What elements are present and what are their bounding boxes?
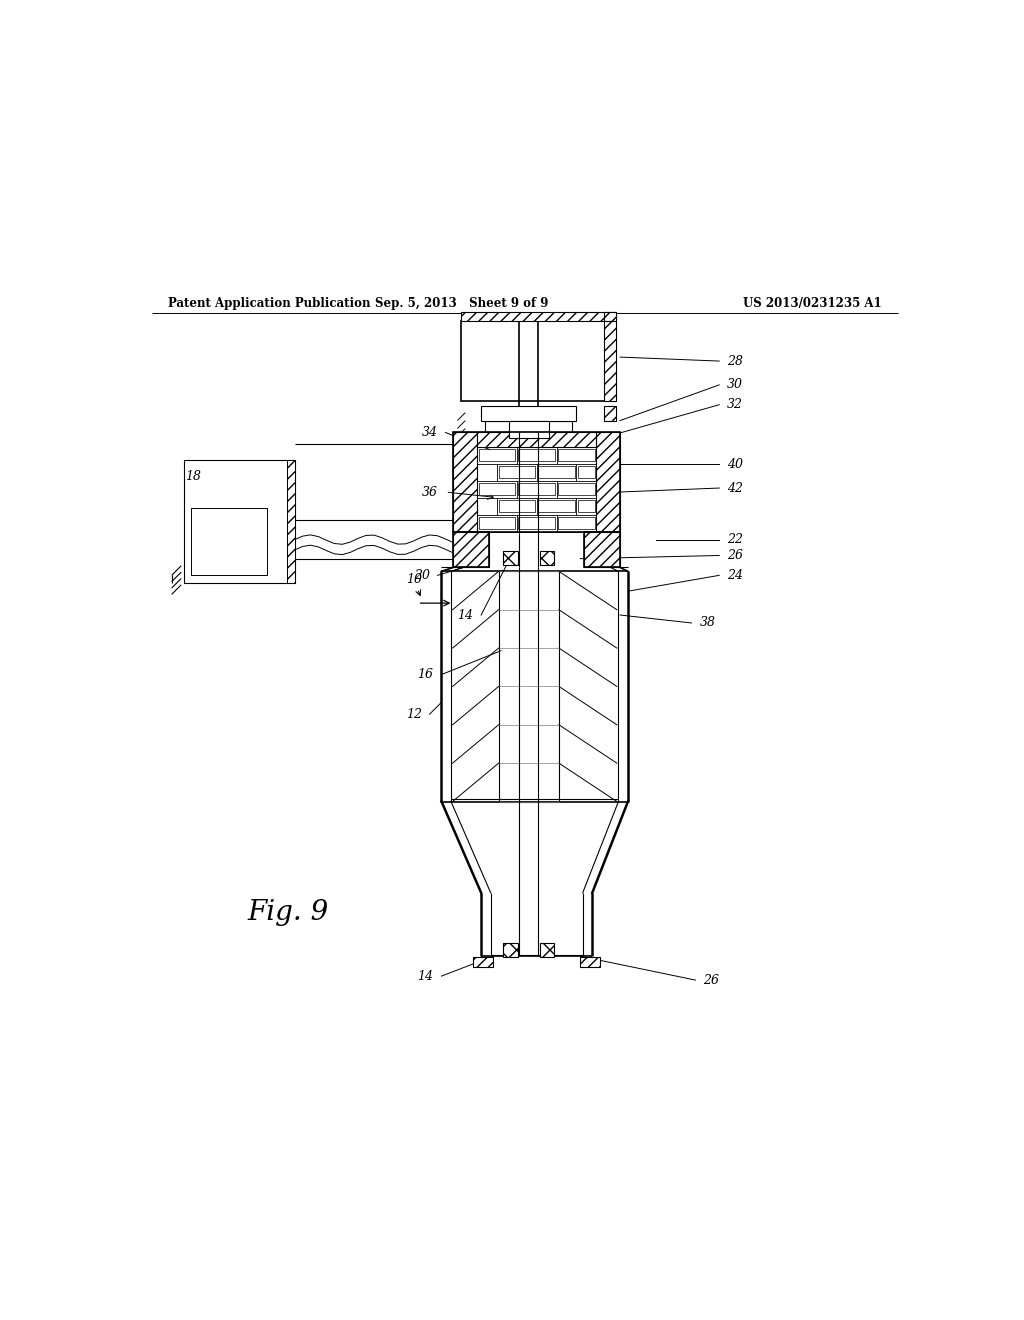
Text: 12: 12 — [406, 708, 422, 721]
Bar — [479, 483, 515, 495]
Text: 20: 20 — [414, 569, 430, 582]
Bar — [479, 517, 515, 529]
Bar — [518, 449, 555, 462]
Text: US 2013/0231235 A1: US 2013/0231235 A1 — [743, 297, 882, 310]
Bar — [540, 942, 554, 957]
Bar — [454, 532, 489, 568]
Text: 14: 14 — [418, 970, 433, 982]
Bar — [183, 461, 295, 583]
Bar — [581, 957, 600, 966]
Bar — [558, 517, 595, 529]
Bar — [477, 433, 596, 446]
Bar — [454, 532, 489, 568]
Bar — [499, 466, 536, 478]
Text: 24: 24 — [727, 569, 743, 582]
Bar — [604, 321, 616, 401]
Bar — [191, 508, 267, 576]
Bar — [540, 550, 554, 565]
Text: 26: 26 — [703, 974, 719, 986]
Bar — [481, 407, 577, 421]
Bar — [499, 500, 536, 512]
Text: 22: 22 — [727, 533, 743, 546]
Text: 36: 36 — [422, 486, 437, 499]
Bar — [454, 433, 477, 532]
Text: Fig. 9: Fig. 9 — [247, 899, 329, 927]
Bar — [558, 449, 595, 462]
Bar — [604, 407, 616, 421]
Bar — [504, 942, 518, 957]
Bar — [539, 500, 574, 512]
Bar — [287, 461, 295, 583]
Bar — [578, 466, 595, 478]
Bar — [585, 532, 620, 568]
Bar — [454, 433, 621, 532]
Bar — [539, 466, 574, 478]
Text: 30: 30 — [727, 379, 743, 391]
Text: 42: 42 — [727, 482, 743, 495]
Text: Patent Application Publication: Patent Application Publication — [168, 297, 371, 310]
Text: 18: 18 — [185, 470, 201, 483]
Text: 10: 10 — [406, 573, 422, 595]
Bar — [596, 433, 620, 532]
Text: Sep. 5, 2013   Sheet 9 of 9: Sep. 5, 2013 Sheet 9 of 9 — [375, 297, 548, 310]
Text: 32: 32 — [727, 399, 743, 412]
Text: 34: 34 — [422, 426, 437, 440]
Bar — [578, 500, 595, 512]
Bar — [585, 532, 620, 568]
Text: 14: 14 — [457, 609, 473, 622]
Bar — [473, 957, 494, 966]
Text: 40: 40 — [727, 458, 743, 471]
Bar — [558, 483, 595, 495]
Bar — [461, 321, 616, 401]
Bar — [504, 550, 518, 565]
Text: 38: 38 — [699, 616, 716, 630]
Text: 26: 26 — [727, 549, 743, 562]
Bar — [604, 312, 616, 321]
Text: 16: 16 — [418, 668, 433, 681]
Text: 28: 28 — [727, 355, 743, 367]
Bar — [509, 421, 549, 438]
Bar — [461, 312, 616, 321]
Bar — [518, 483, 555, 495]
Bar — [479, 449, 515, 462]
Bar — [518, 517, 555, 529]
